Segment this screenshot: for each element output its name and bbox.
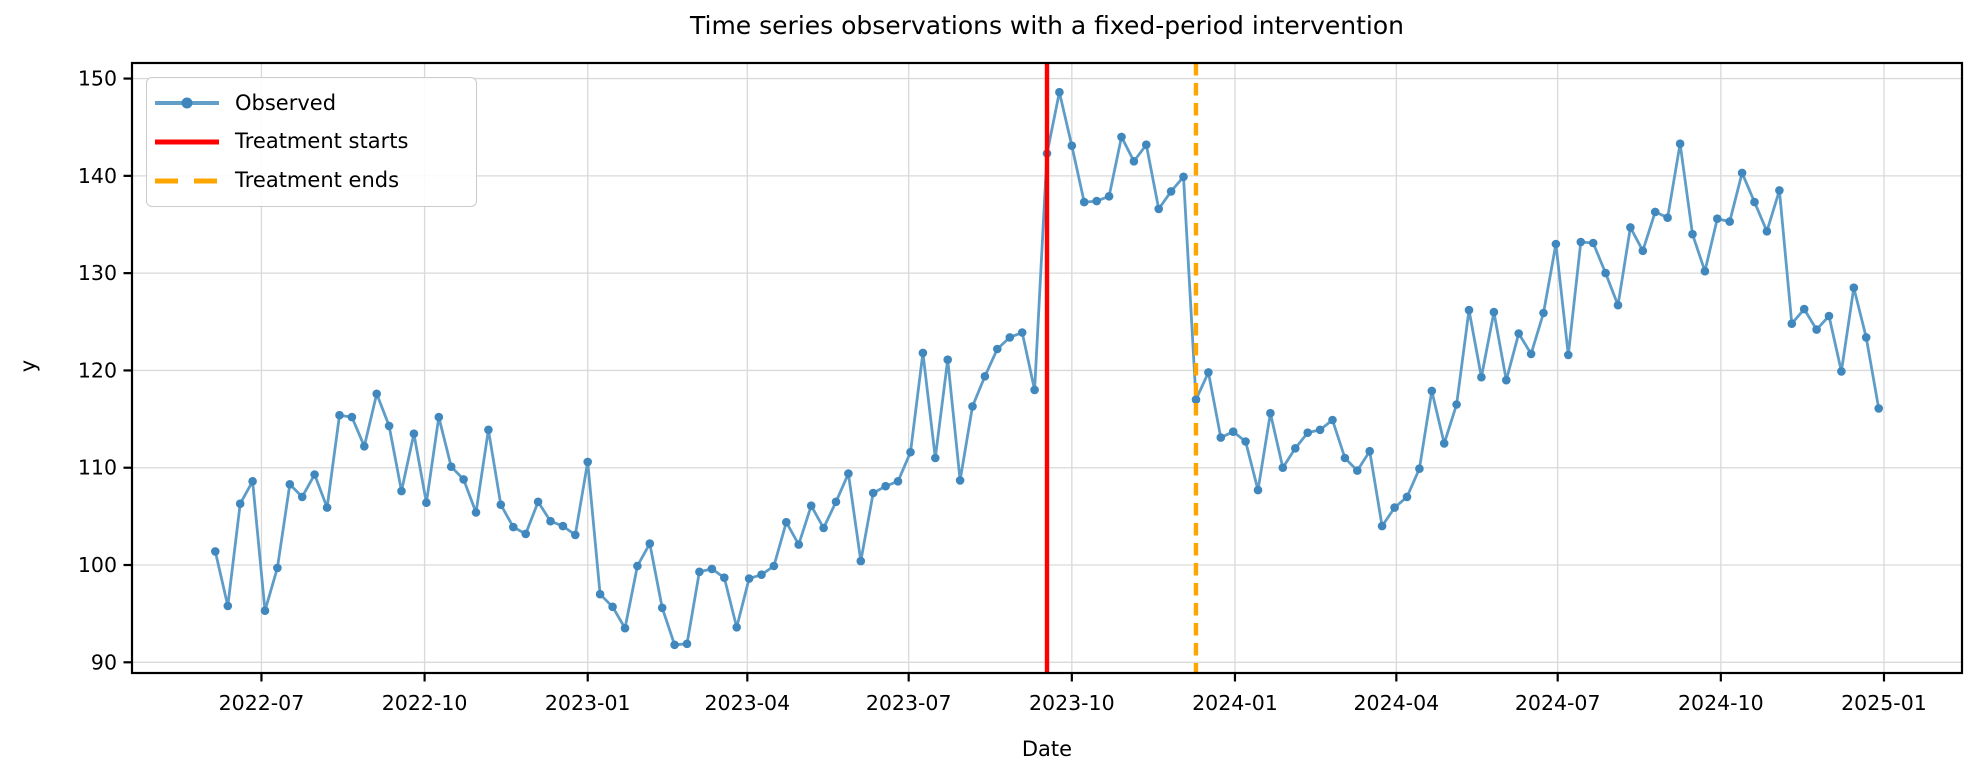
legend-item-treatment-starts: Treatment starts xyxy=(155,125,470,159)
orange-dashed-line-icon xyxy=(155,166,219,196)
svg-text:120: 120 xyxy=(78,358,117,382)
svg-text:2023-10: 2023-10 xyxy=(1029,691,1115,715)
observed-line-icon xyxy=(155,88,219,118)
legend-label-observed: Observed xyxy=(235,90,337,115)
legend-label-treatment-ends: Treatment ends xyxy=(235,168,400,193)
svg-text:2023-04: 2023-04 xyxy=(704,691,790,715)
svg-text:2022-07: 2022-07 xyxy=(219,691,305,715)
svg-text:2024-07: 2024-07 xyxy=(1515,691,1601,715)
svg-text:2022-10: 2022-10 xyxy=(382,691,468,715)
svg-text:2023-01: 2023-01 xyxy=(545,691,631,715)
svg-text:100: 100 xyxy=(78,553,117,577)
svg-text:90: 90 xyxy=(91,650,117,674)
svg-text:2025-01: 2025-01 xyxy=(1841,691,1927,715)
y-axis-label: y xyxy=(16,359,40,373)
svg-text:110: 110 xyxy=(78,456,117,480)
svg-text:140: 140 xyxy=(78,164,117,188)
legend: Observed Treatment starts Treatment ends xyxy=(146,77,477,207)
svg-text:2024-10: 2024-10 xyxy=(1678,691,1764,715)
red-solid-line-icon xyxy=(155,127,219,157)
legend-item-treatment-ends: Treatment ends xyxy=(155,164,470,198)
svg-text:2024-04: 2024-04 xyxy=(1354,691,1440,715)
svg-text:2024-01: 2024-01 xyxy=(1192,691,1278,715)
x-axis-label: Date xyxy=(1021,737,1073,761)
legend-label-treatment-starts: Treatment starts xyxy=(235,129,409,154)
legend-item-observed: Observed xyxy=(155,86,470,120)
svg-text:2023-07: 2023-07 xyxy=(866,691,952,715)
svg-text:130: 130 xyxy=(78,261,117,285)
svg-text:150: 150 xyxy=(78,67,117,91)
chart-title: Time series observations with a fixed-pe… xyxy=(690,11,1404,40)
